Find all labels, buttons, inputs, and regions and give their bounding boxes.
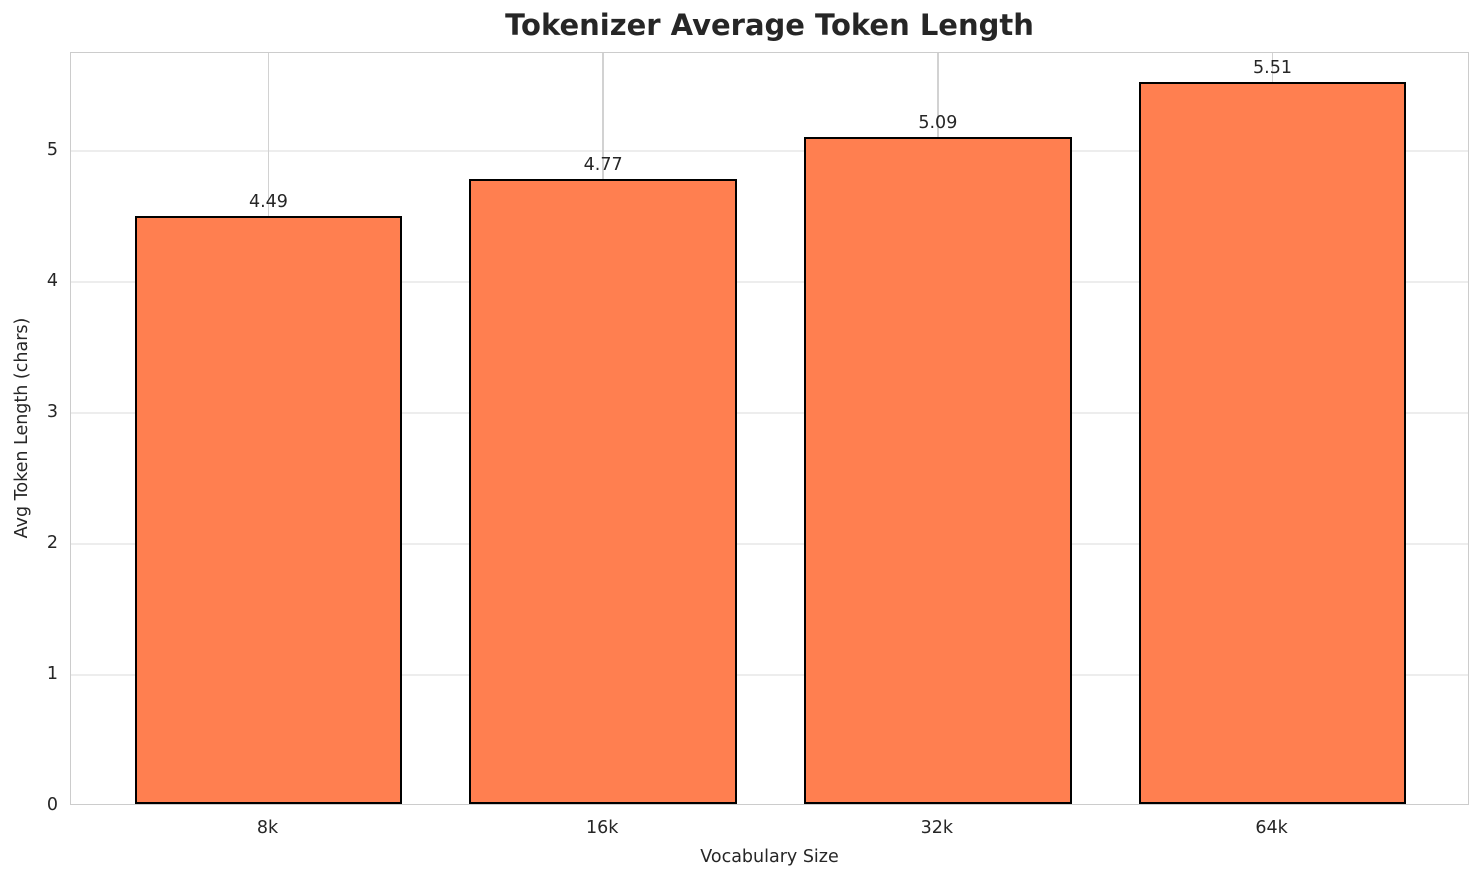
y-gridline [71,412,1468,414]
y-axis-label: Avg Token Length (chars) [12,317,32,539]
bar-8k [134,216,403,804]
bar-value-label: 4.77 [583,155,623,176]
y-gridline [71,281,1468,283]
plot-area: 4.49 4.77 5.09 5.51 [70,52,1469,805]
bar-16k [469,179,738,804]
x-axis-label: Vocabulary Size [700,847,839,867]
y-tick-label: 2 [46,533,58,554]
y-gridline [71,150,1468,152]
bar-64k [1138,82,1407,804]
x-tick-label: 16k [585,818,619,838]
y-tick-label: 5 [46,140,58,161]
chart-title: Tokenizer Average Token Length [505,8,1034,42]
y-tick-label: 0 [46,795,58,815]
y-tick-label: 3 [46,402,58,423]
x-tick-label: 32k [920,818,954,838]
y-gridline [71,543,1468,545]
y-tick-label: 4 [46,271,58,292]
y-tick-label: 1 [46,664,58,685]
bar-value-label: 5.51 [1253,58,1293,79]
x-tick-label: 64k [1255,818,1288,838]
y-gridline [71,674,1468,676]
bar-32k [803,137,1072,804]
bar-value-label: 5.09 [918,113,958,134]
bar-value-label: 4.49 [248,192,288,212]
x-tick-label: 8k [256,818,279,838]
